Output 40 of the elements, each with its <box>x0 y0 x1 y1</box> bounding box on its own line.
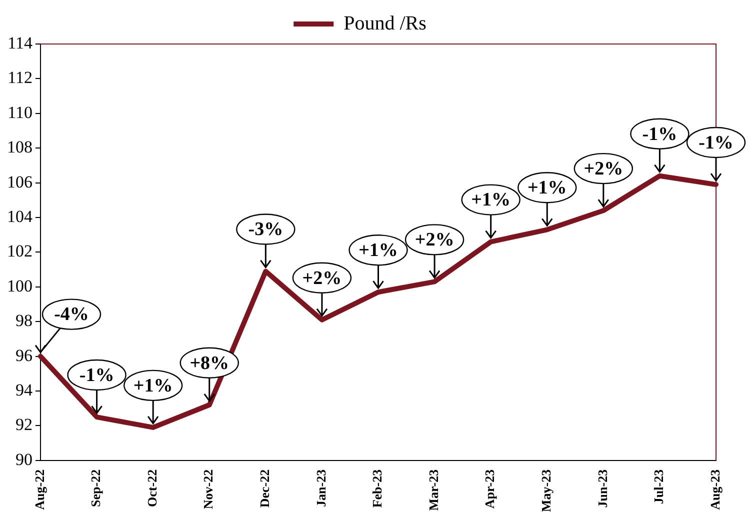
annotation: +1% <box>527 178 567 199</box>
y-tick-label: 112 <box>8 68 32 88</box>
y-tick-label: 106 <box>7 172 32 192</box>
legend-label: Pound /Rs <box>344 12 427 34</box>
annotation: -4% <box>54 304 89 326</box>
y-tick-label: 114 <box>8 33 33 52</box>
x-tick-label: Jan-23 <box>313 468 328 507</box>
x-tick-label: Jul-23 <box>651 468 666 504</box>
y-tick-label: 100 <box>7 276 32 296</box>
annotation: +1% <box>471 190 510 211</box>
annotation: +2% <box>302 268 342 289</box>
y-tick-label: 94 <box>16 380 33 400</box>
x-tick-label: Jun-23 <box>594 468 610 508</box>
y-tick-label: 110 <box>8 102 32 122</box>
x-tick-label: Apr-23 <box>482 468 498 509</box>
y-tick-label: 90 <box>16 450 32 469</box>
x-tick-label: May-23 <box>538 468 554 512</box>
annotation: +1% <box>358 240 398 262</box>
x-tick-label: Oct-22 <box>144 469 160 507</box>
y-tick-label: 102 <box>7 242 32 261</box>
x-tick-label: Aug-23 <box>707 468 722 510</box>
annotation: +2% <box>584 158 624 180</box>
annotation: -3% <box>248 219 284 240</box>
x-tick-label: Dec-22 <box>257 469 272 508</box>
x-tick-label: Feb-23 <box>370 468 385 508</box>
y-tick-label: 92 <box>16 415 32 434</box>
annotation: -1% <box>642 124 678 145</box>
y-tick-label: 108 <box>7 138 32 157</box>
annotation: +1% <box>133 375 173 396</box>
annotation: -1% <box>698 132 734 154</box>
x-tick-label: Sep-22 <box>88 469 104 507</box>
x-tick-label: Nov-22 <box>200 469 216 510</box>
annotation: +2% <box>414 230 454 251</box>
annotation: +8% <box>190 352 230 374</box>
x-tick-label: Aug-22 <box>32 469 47 510</box>
annotation: -1% <box>79 364 114 386</box>
y-tick-label: 96 <box>16 346 32 365</box>
y-tick-label: 104 <box>7 206 33 226</box>
y-tick-label: 98 <box>16 311 32 330</box>
x-tick-label: Mar-23 <box>426 468 441 511</box>
